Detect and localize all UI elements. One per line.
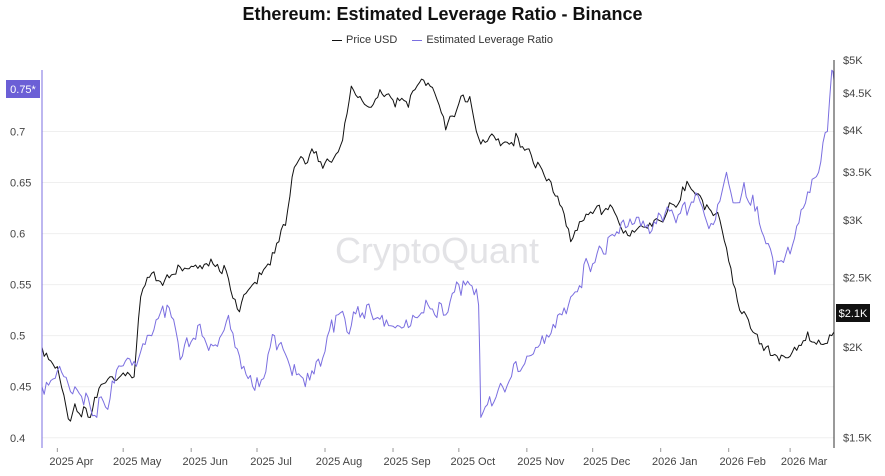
- y-right-tick-label: $2K: [843, 342, 863, 354]
- leverage-last-value-badge: 0.75*: [6, 80, 40, 98]
- legend-label-price: Price USD: [346, 34, 398, 46]
- leverage-badge-background: [6, 80, 40, 98]
- legend: Price USD Estimated Leverage Ratio: [0, 34, 885, 46]
- legend-swatch-price: [332, 39, 342, 41]
- y-right-tick-label: $1.5K: [843, 432, 872, 444]
- y-right-tick-label: $3K: [843, 215, 863, 227]
- x-tick-label: 2025 May: [113, 456, 162, 468]
- y-right-tick-label: $3.5K: [843, 167, 872, 179]
- y-left-tick-label: 0.6: [10, 229, 25, 241]
- y-left-tick-label: 0.55: [10, 280, 31, 292]
- x-tick-label: 2025 Dec: [583, 456, 631, 468]
- x-tick-label: 2026 Jan: [652, 456, 697, 468]
- y-left-tick-label: 0.5: [10, 331, 25, 343]
- y-left-tick-label: 0.7: [10, 126, 25, 138]
- legend-item-price[interactable]: Price USD: [332, 34, 397, 46]
- x-tick-label: 2026 Feb: [719, 456, 765, 468]
- y-right-tick-label: $4.5K: [843, 88, 872, 100]
- y-left-tick-label: 0.4: [10, 433, 25, 445]
- price-line: [41, 78, 835, 422]
- x-tick-label: 2025 Sep: [383, 456, 430, 468]
- price-badge-background: [836, 304, 870, 322]
- x-tick-label: 2025 Oct: [451, 456, 496, 468]
- x-tick-label: 2025 Aug: [316, 456, 363, 468]
- y-left-tick-label: 0.65: [10, 178, 31, 190]
- y-right-tick-label: $2.5K: [843, 272, 872, 284]
- legend-label-leverage: Estimated Leverage Ratio: [426, 34, 553, 46]
- leverage-badge-label: 0.75*: [10, 84, 36, 96]
- watermark: CryptoQuant: [335, 230, 539, 271]
- x-tick-label: 2025 Jul: [250, 456, 292, 468]
- x-tick-label: 2025 Nov: [517, 456, 565, 468]
- y-right-tick-label: $5K: [843, 55, 863, 67]
- price-last-value-badge: $2.1K: [836, 304, 870, 322]
- legend-item-leverage[interactable]: Estimated Leverage Ratio: [412, 34, 553, 46]
- leverage-line: [41, 69, 835, 418]
- x-tick-label: 2025 Apr: [49, 456, 93, 468]
- price-badge-label: $2.1K: [839, 308, 868, 320]
- x-tick-label: 2026 Mar: [781, 456, 828, 468]
- x-tick-label: 2025 Jun: [183, 456, 228, 468]
- chart-title: Ethereum: Estimated Leverage Ratio - Bin…: [242, 4, 643, 24]
- legend-swatch-leverage: [412, 39, 423, 41]
- y-left-tick-label: 0.45: [10, 382, 31, 394]
- y-right-tick-label: $4K: [843, 125, 863, 137]
